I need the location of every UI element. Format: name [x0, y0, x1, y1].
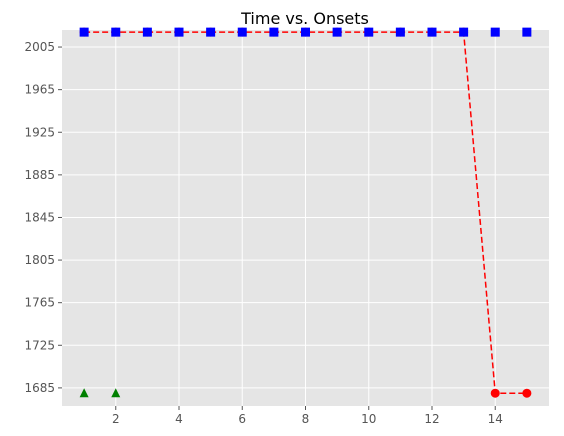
circle-marker [522, 388, 532, 398]
y-tick-label: 1685 [24, 381, 55, 395]
square-marker [79, 27, 89, 37]
series-group [79, 27, 532, 398]
blue-squares-series [79, 27, 532, 37]
square-marker [142, 27, 152, 37]
x-tick-label: 12 [424, 412, 439, 426]
y-tick-label: 1725 [24, 338, 55, 352]
square-marker [490, 27, 500, 37]
square-marker [395, 27, 405, 37]
square-marker [332, 27, 342, 37]
triangle-marker [111, 388, 121, 398]
square-marker [522, 27, 532, 37]
y-tick-label: 1925 [24, 125, 55, 139]
axis-ticks: 2 4 6 8 10 12 14 1685 1725 1765 1805 1845 1885 1925 19… [24, 40, 502, 426]
circle-marker [490, 388, 500, 398]
y-tick-label: 1845 [24, 210, 55, 224]
x-tick-label: 10 [361, 412, 376, 426]
square-marker [174, 27, 184, 37]
y-tick-label: 1885 [24, 168, 55, 182]
square-marker [111, 27, 121, 37]
triangle-marker [79, 388, 89, 398]
square-marker [269, 27, 279, 37]
y-tick-label: 1965 [24, 83, 55, 97]
square-marker [237, 27, 247, 37]
square-marker [206, 27, 216, 37]
chart-title: Time vs. Onsets [240, 9, 369, 28]
x-tick-label: 4 [175, 412, 183, 426]
y-tick-label: 1805 [24, 253, 55, 267]
square-marker [301, 27, 310, 37]
square-marker [459, 27, 469, 37]
square-marker [427, 27, 437, 37]
y-tick-label: 1765 [24, 296, 55, 310]
green-triangles-series [79, 388, 121, 398]
x-tick-label: 14 [488, 412, 503, 426]
square-marker [364, 27, 374, 37]
x-tick-label: 2 [112, 412, 120, 426]
x-tick-label: 6 [238, 412, 246, 426]
grid [62, 30, 549, 406]
y-tick-label: 2005 [24, 40, 55, 54]
x-tick-label: 8 [302, 412, 310, 426]
